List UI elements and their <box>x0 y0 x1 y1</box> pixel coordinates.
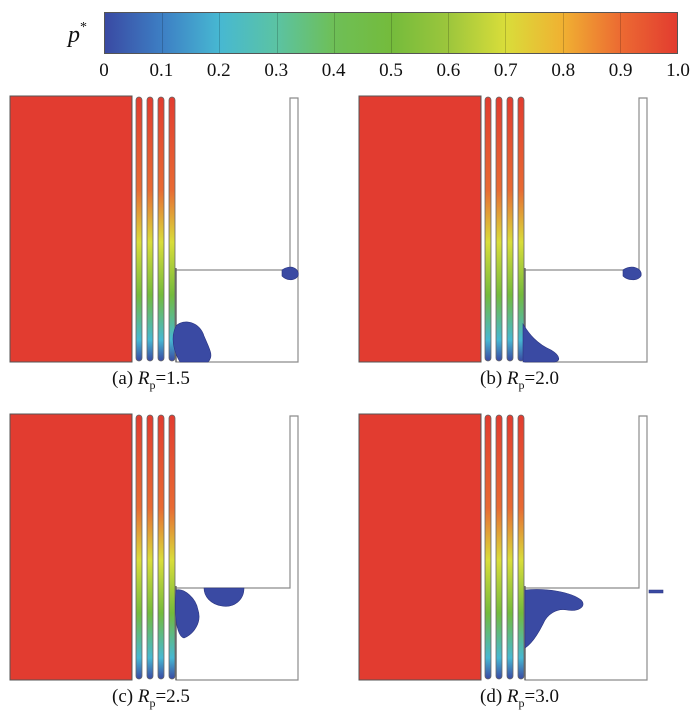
colorbar-tick-label: 0.6 <box>436 60 461 81</box>
low-pressure-zone <box>281 266 299 281</box>
inlet-chamber <box>358 95 482 363</box>
colorbar-tick-label: 1.0 <box>666 60 690 81</box>
panel-a-caption: (a) Rp=1.5 <box>112 368 190 392</box>
colorbar-divider <box>505 13 507 53</box>
outlet-domain <box>175 415 299 681</box>
panel-c-contour <box>9 413 299 681</box>
colorbar-tick-label: 0.5 <box>379 60 403 81</box>
low-pressure-zone <box>522 322 560 363</box>
colorbar-divider <box>448 13 450 53</box>
colorbar-tick-label: 0.2 <box>206 60 231 81</box>
colorbar-tick-label: 0.8 <box>551 60 576 81</box>
colorbar-divider <box>276 13 278 53</box>
panel-a-contour <box>9 95 299 363</box>
colorbar <box>104 12 678 54</box>
colorbar-divider <box>219 13 221 53</box>
flow-channel <box>506 414 514 680</box>
colorbar-tick-label: 0.4 <box>321 60 346 81</box>
inlet-chamber <box>358 413 482 681</box>
outlet-domain <box>175 97 299 363</box>
flow-channel <box>495 96 503 362</box>
colorbar-tick-label: 0.7 <box>493 60 518 81</box>
panel-b-caption: (b) Rp=2.0 <box>480 368 559 392</box>
colorbar-tick-label: 0.9 <box>608 60 633 81</box>
low-pressure-zone <box>622 266 642 281</box>
outlet-domain <box>524 415 648 681</box>
panel-d-caption: (d) Rp=3.0 <box>480 686 559 710</box>
inlet-chamber <box>9 413 133 681</box>
colorbar-divider <box>162 13 164 53</box>
flow-channel <box>506 96 514 362</box>
colorbar-tick-label: 0.3 <box>264 60 289 81</box>
low-pressure-zone <box>203 587 245 607</box>
low-pressure-zone <box>524 589 584 649</box>
colorbar-symbol: p* <box>68 20 87 48</box>
colorbar-tick-label: 0 <box>99 60 109 81</box>
flow-channel <box>146 96 154 362</box>
flow-channel <box>484 414 492 680</box>
flow-channel <box>168 96 176 362</box>
panel-b-contour <box>358 95 648 363</box>
flow-channel <box>135 414 143 680</box>
flow-channel <box>484 96 492 362</box>
flow-channel <box>135 96 143 362</box>
flow-channel <box>517 414 525 680</box>
colorbar-tick-label: 0.1 <box>149 60 174 81</box>
low-pressure-zone <box>174 589 200 639</box>
outlet-domain <box>524 97 648 363</box>
flow-channel <box>157 414 165 680</box>
panel-d-contour <box>358 413 664 681</box>
colorbar-divider <box>333 13 335 53</box>
flow-channel <box>495 414 503 680</box>
low-pressure-zone <box>172 321 212 363</box>
colorbar-divider <box>562 13 564 53</box>
flow-channel <box>157 96 165 362</box>
colorbar-divider <box>391 13 392 53</box>
colorbar-divider <box>619 13 621 53</box>
colorbar-ticks: 0 0.1 0.2 0.3 0.4 0.5 0.6 0.7 0.8 0.9 1.0 <box>99 60 690 84</box>
flow-channel <box>146 414 154 680</box>
inlet-chamber <box>9 95 133 363</box>
panel-c-caption: (c) Rp=2.5 <box>112 686 190 710</box>
low-pressure-zone <box>648 589 664 594</box>
flow-channel <box>168 414 176 680</box>
flow-channel <box>517 96 525 362</box>
